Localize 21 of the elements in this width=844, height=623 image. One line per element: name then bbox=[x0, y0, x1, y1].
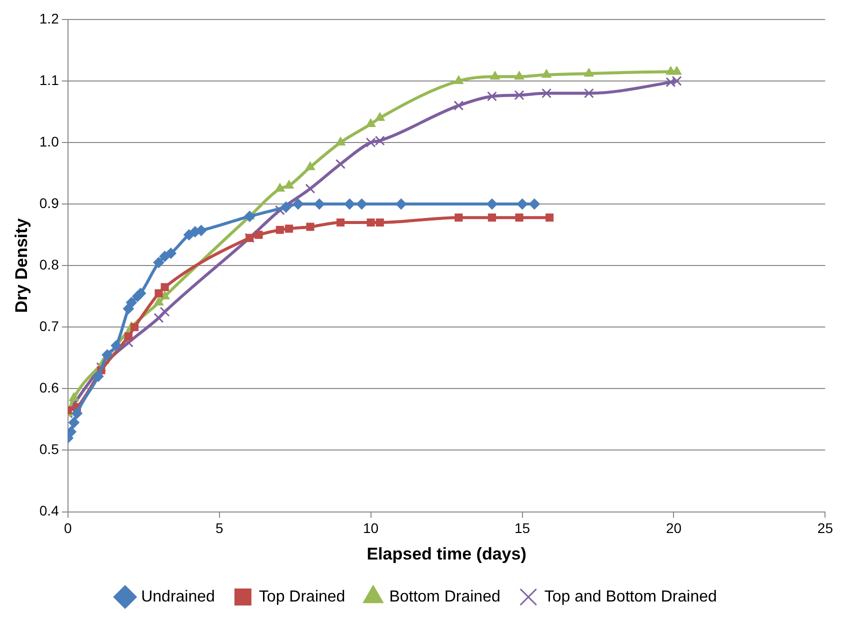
y-tick-label: 0.5 bbox=[39, 441, 60, 458]
y-tick-label: 0.4 bbox=[39, 502, 60, 519]
y-tick-label: 0.8 bbox=[39, 256, 60, 272]
legend-label: Undrained bbox=[141, 588, 215, 606]
y-tick-label: 1.1 bbox=[39, 72, 60, 88]
y-axis-title: Dry Density bbox=[12, 218, 31, 313]
x-tick-label: 10 bbox=[363, 520, 379, 536]
y-tick-label: 0.7 bbox=[39, 318, 60, 334]
legend-label: Top and Bottom Drained bbox=[544, 588, 717, 606]
x-tick-label: 5 bbox=[215, 520, 224, 536]
y-tick-label: 1.0 bbox=[39, 133, 60, 150]
y-tick-label: 1.2 bbox=[39, 10, 60, 26]
y-tick-label: 0.9 bbox=[39, 194, 60, 211]
legend-label: Bottom Drained bbox=[389, 588, 500, 606]
x-tick-label: 0 bbox=[64, 520, 72, 536]
y-tick-label: 0.6 bbox=[39, 380, 60, 396]
legend-label: Top Drained bbox=[258, 588, 346, 606]
x-axis-title: Elapsed time (days) bbox=[366, 544, 526, 564]
x-tick-label: 20 bbox=[666, 520, 682, 536]
x-tick-label: 25 bbox=[817, 520, 834, 536]
x-tick-label: 15 bbox=[514, 520, 530, 536]
